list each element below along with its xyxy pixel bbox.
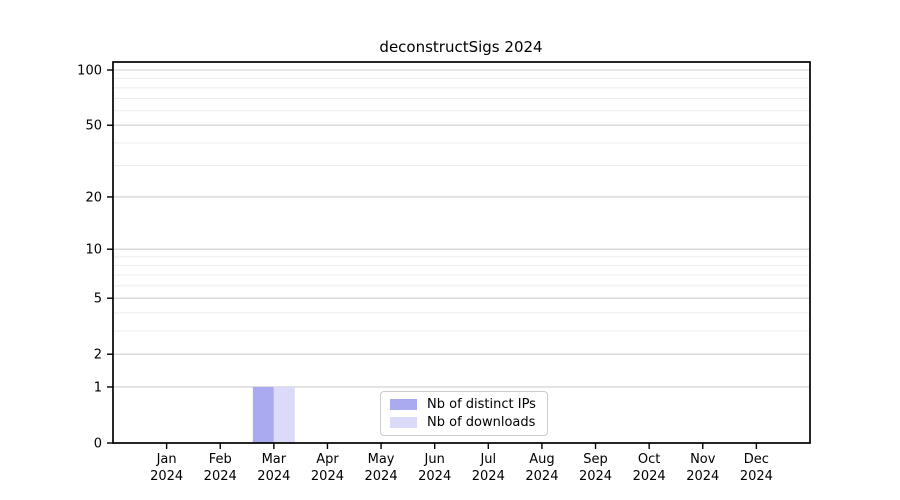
x-tick-label-year: 2024 — [686, 469, 719, 484]
x-tick-label-year: 2024 — [311, 469, 344, 484]
y-tick-label: 20 — [85, 190, 102, 205]
legend-label-distinct-ips: Nb of distinct IPs — [427, 397, 536, 412]
legend-item-downloads: Nb of downloads — [390, 416, 536, 429]
x-tick-label-month: Jan — [156, 452, 177, 467]
x-tick-label-month: Dec — [744, 452, 769, 467]
x-tick-label-year: 2024 — [525, 469, 558, 484]
legend-item-distinct-ips: Nb of distinct IPs — [390, 398, 536, 411]
chart-title: deconstructSigs 2024 — [379, 38, 542, 56]
legend-swatch-downloads — [390, 417, 417, 428]
x-tick-label-year: 2024 — [365, 469, 398, 484]
x-tick-label-month: Jul — [479, 452, 496, 467]
legend-label-downloads: Nb of downloads — [427, 415, 536, 430]
x-tick-label-month: Mar — [262, 452, 287, 467]
x-axis-ticks: Jan 2024 Feb 2024 Mar 2024 Apr 2024 May 2024 Jun 20… — [150, 443, 773, 484]
y-tick-label: 50 — [85, 119, 102, 134]
y-tick-label: 100 — [77, 64, 102, 79]
x-tick-label-year: 2024 — [633, 469, 666, 484]
x-tick-label-month: Jun — [424, 452, 445, 467]
x-tick-label-year: 2024 — [418, 469, 451, 484]
x-tick-label-year: 2024 — [150, 469, 183, 484]
x-tick-label-year: 2024 — [579, 469, 612, 484]
x-tick-label-year: 2024 — [740, 469, 773, 484]
grid-major — [114, 69, 809, 388]
x-tick-label-month: May — [368, 452, 395, 467]
y-tick-label: 2 — [94, 348, 102, 363]
y-tick-label: 1 — [94, 380, 102, 395]
y-tick-label: 0 — [94, 437, 102, 452]
bars — [252, 386, 295, 443]
bar-mar-series1 — [273, 386, 295, 443]
x-tick-label-month: Aug — [529, 452, 554, 467]
x-tick-label-month: Apr — [316, 452, 339, 467]
y-tick-label: 10 — [85, 243, 102, 258]
y-axis-ticks: 0 1 2 5 10 20 50 100 — [77, 64, 113, 452]
x-tick-label-month: Oct — [638, 452, 660, 467]
legend-swatch-distinct-ips — [390, 399, 417, 410]
x-tick-label-year: 2024 — [204, 469, 237, 484]
x-tick-label-month: Feb — [209, 452, 232, 467]
legend: Nb of distinct IPs Nb of downloads — [380, 391, 548, 436]
x-tick-label-month: Nov — [690, 452, 716, 467]
y-tick-label: 5 — [94, 292, 102, 307]
plot-frame — [112, 61, 811, 444]
x-tick-label-year: 2024 — [472, 469, 505, 484]
grid-minor — [114, 77, 809, 332]
x-tick-label-month: Sep — [583, 452, 608, 467]
x-tick-label-year: 2024 — [257, 469, 290, 484]
bar-mar-series0 — [252, 386, 274, 443]
